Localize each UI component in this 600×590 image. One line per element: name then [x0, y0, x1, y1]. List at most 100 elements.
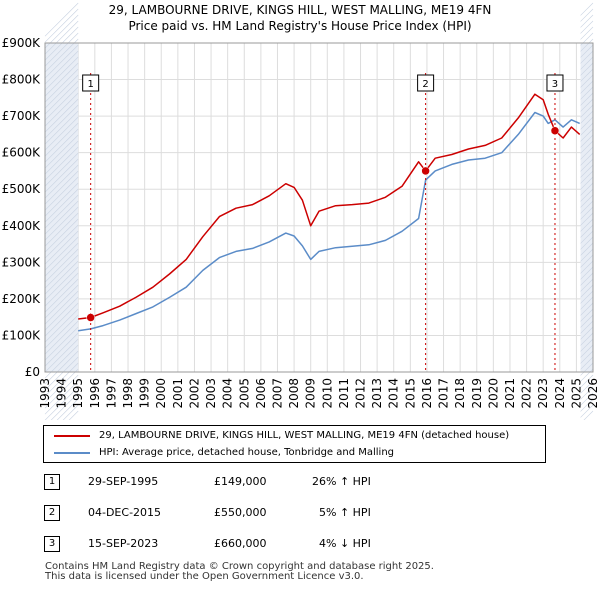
hatch-line [580, 26, 594, 40]
sale-label: 3 [552, 79, 558, 90]
y-tick-label: £700K [2, 109, 42, 123]
series-layer [78, 93, 581, 332]
hatch-line [44, 302, 79, 337]
hatch-line [580, 134, 594, 148]
hatch-line [580, 314, 594, 328]
hatch-line [50, 392, 79, 420]
hatch-line [580, 158, 594, 172]
hatch-line [580, 212, 594, 226]
legend-label-hpi: HPI: Average price, detached house, Tonb… [99, 447, 395, 458]
hatch-line [580, 140, 594, 154]
hatch-line [44, 56, 79, 91]
x-tick-label: 2010 [320, 378, 334, 409]
hatch-line [580, 278, 594, 292]
plot-background [45, 43, 593, 372]
hatch-line [44, 362, 79, 397]
hatch-line [580, 80, 594, 94]
y-tick-label: £200K [2, 292, 42, 306]
hatch-line [580, 368, 594, 382]
hatch-line [580, 86, 594, 100]
sale-date: 04-DEC-2015 [88, 506, 162, 519]
price-chart: 29, LAMBOURNE DRIVE, KINGS HILL, WEST MA… [2, 2, 600, 420]
hatch-line [44, 260, 79, 295]
hatch-line [44, 248, 79, 283]
hatch-line [580, 248, 594, 262]
hatch-line [580, 272, 594, 286]
sale-point [550, 126, 560, 135]
x-tick-label: 2005 [237, 378, 251, 409]
x-tick-label: 2003 [204, 378, 218, 409]
hatch-line [580, 356, 594, 370]
hatch-line [580, 200, 594, 214]
hatch-line [580, 56, 594, 70]
hatch-line [580, 188, 594, 202]
hatch-line [44, 266, 79, 301]
hatch-line [580, 170, 594, 184]
hatch-line [580, 8, 594, 22]
marker-layer: 1 2 3 [82, 73, 564, 372]
x-tick-label: 2026 [586, 378, 600, 409]
x-tick-label: 2006 [254, 378, 268, 409]
hatch-line [580, 302, 594, 316]
x-tick-label: 2020 [486, 378, 500, 409]
hatch-line [44, 182, 79, 217]
grid-layer [44, 42, 594, 373]
hatch-line [44, 254, 79, 289]
x-tick-label: 2024 [553, 378, 567, 409]
hatch-line [44, 50, 79, 85]
y-tick-label: £900K [2, 36, 42, 50]
hatch-line [44, 308, 79, 343]
hatch-line [44, 350, 79, 385]
hatch-line [580, 338, 594, 352]
x-tick-label: 2023 [536, 378, 550, 409]
x-tick-label: 1995 [71, 378, 85, 409]
hatch-line [580, 62, 594, 76]
hatch-line [580, 92, 594, 106]
hatch-line [44, 116, 79, 151]
hatch-line [580, 20, 594, 34]
hatch-line [580, 122, 594, 136]
sale-hpi-diff: 26% ↑ HPI [312, 475, 371, 488]
hatch-line [44, 122, 79, 157]
hatch-line [44, 380, 79, 415]
hatch-line [44, 242, 79, 277]
hatch-line [580, 194, 594, 208]
sale-date: 29-SEP-1995 [88, 475, 159, 488]
x-tick-label: 2002 [187, 378, 201, 409]
hatch-line [44, 38, 79, 73]
hatch-line [580, 128, 594, 142]
footer-copyright: Contains HM Land Registry data © Crown c… [45, 561, 434, 572]
hatch-line [44, 32, 79, 67]
hatch-line [44, 194, 79, 229]
hatch-line [44, 110, 79, 145]
hatch-line [580, 296, 594, 310]
hatch-line [44, 74, 79, 109]
hatch-line [580, 218, 594, 232]
hatch-line [44, 44, 79, 79]
hatch-line [580, 362, 594, 376]
shade-layer [44, 2, 594, 420]
hatch-line [44, 374, 79, 409]
hatch-line [44, 164, 79, 199]
x-tick-label: 1994 [55, 378, 69, 409]
footer-licence: This data is licensed under the Open Gov… [45, 571, 364, 582]
sale-label: 2 [422, 79, 428, 90]
x-tick-label: 1996 [88, 378, 102, 409]
x-tick-label: 1993 [38, 378, 52, 409]
hatch-line [44, 146, 79, 181]
hatch-line [44, 134, 79, 169]
hatch-line [580, 14, 594, 28]
footer: Contains HM Land Registry data © Crown c… [45, 562, 434, 582]
sale-row: 3 15-SEP-2023 £660,000 4% ↓ HPI [40, 534, 540, 554]
x-tick-label: 2025 [569, 378, 583, 409]
y-tick-label: £500K [2, 182, 42, 196]
y-tick-label: £800K [2, 73, 42, 87]
sale-price: £550,000 [214, 506, 267, 519]
hatch-line [580, 116, 594, 130]
x-tick-label: 2019 [470, 378, 484, 409]
hatch-line [44, 20, 79, 55]
hatch-line [583, 410, 594, 420]
chart-title: 29, LAMBOURNE DRIVE, KINGS HILL, WEST MA… [109, 3, 492, 17]
axis-layer: £0 £100K £200K £300K £400K £500K £600K £700K £80… [2, 36, 600, 409]
sale-number-badge: 1 [44, 474, 60, 490]
